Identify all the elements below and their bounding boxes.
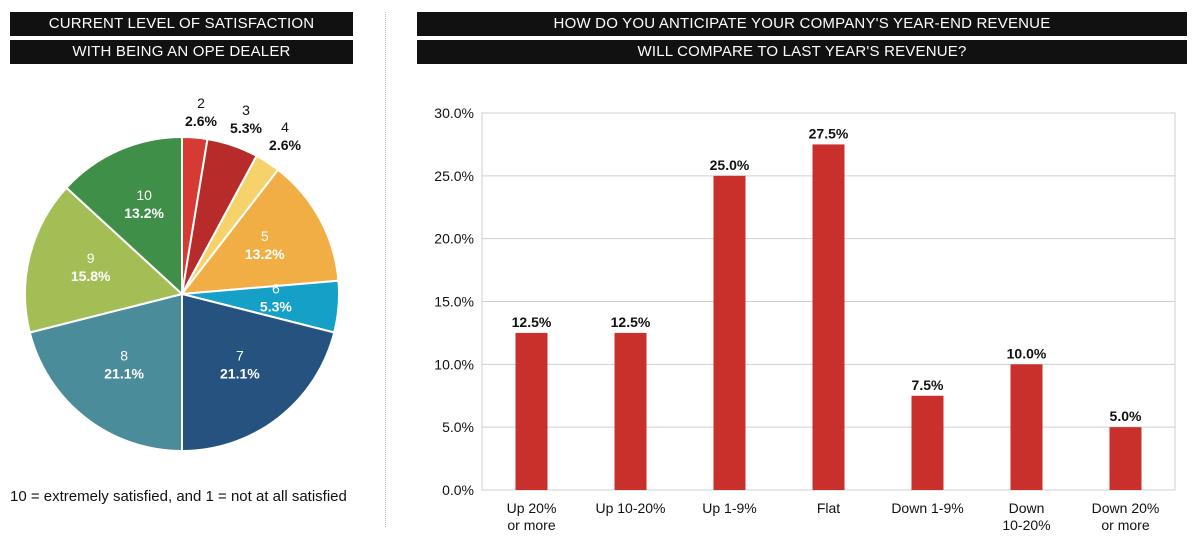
pie-slice-8 — [28, 292, 183, 453]
bar-5 — [1010, 364, 1043, 490]
bar-value-label: 7.5% — [912, 377, 944, 393]
y-tick-label: 5.0% — [442, 419, 474, 435]
x-category-label: 10-20% — [1002, 517, 1050, 533]
x-category-label: Flat — [817, 500, 840, 516]
pie-label-10: 10 — [136, 187, 152, 203]
bar-value-label: 25.0% — [710, 157, 750, 173]
pie-title-line1: CURRENT LEVEL OF SATISFACTION — [10, 12, 353, 36]
pie-value-9: 15.8% — [71, 268, 111, 284]
pie-label-9: 9 — [87, 250, 95, 266]
pie-label-5: 5 — [261, 228, 269, 244]
bar-value-label: 12.5% — [512, 314, 552, 330]
y-tick-label: 25.0% — [434, 168, 474, 184]
pie-value-6: 5.3% — [260, 299, 292, 315]
pie-value-3: 5.3% — [230, 120, 262, 136]
bar-3 — [812, 144, 845, 490]
pie-value-2: 2.6% — [185, 113, 217, 129]
bar-title-line1: HOW DO YOU ANTICIPATE YOUR COMPANY'S YEA… — [417, 12, 1187, 36]
x-category-label: or more — [1101, 517, 1149, 533]
x-category-label: Up 10-20% — [595, 500, 665, 516]
bar-value-label: 27.5% — [809, 125, 849, 141]
pie-label-2: 2 — [197, 95, 205, 111]
pie-chart: 2 2.6% 3 5.3% 4 2.6% 5 13.2% 6 5.3% 7 21.1% 8 21.1% 9 1… — [24, 95, 340, 453]
pie-value-7: 21.1% — [220, 365, 260, 381]
y-tick-label: 20.0% — [434, 231, 474, 247]
x-category-label: Down 20% — [1092, 500, 1160, 516]
pie-label-8: 8 — [120, 347, 128, 363]
x-category-label: Up 1-9% — [702, 500, 756, 516]
bar-2 — [713, 175, 746, 491]
pie-slice-7 — [181, 292, 336, 453]
panel-divider — [385, 12, 386, 527]
y-tick-label: 30.0% — [434, 105, 474, 121]
bar-value-label: 12.5% — [611, 314, 651, 330]
y-tick-label: 15.0% — [434, 294, 474, 310]
y-tick-label: 0.0% — [442, 482, 474, 498]
pie-value-8: 21.1% — [104, 365, 144, 381]
pie-label-4: 4 — [281, 119, 289, 135]
bar-4 — [911, 395, 944, 490]
x-category-label: Down 1-9% — [891, 500, 963, 516]
x-category-label: Up 20% — [507, 500, 557, 516]
pie-label-3: 3 — [242, 102, 250, 118]
bar-value-label: 5.0% — [1110, 408, 1142, 424]
pie-slice-5 — [179, 168, 340, 296]
bar-1 — [614, 332, 647, 490]
bar-0 — [515, 332, 548, 490]
pie-title-line2: WITH BEING AN OPE DEALER — [10, 40, 353, 64]
pie-slice-9 — [24, 186, 185, 334]
pie-label-6: 6 — [272, 281, 280, 297]
x-category-label: Down — [1009, 500, 1045, 516]
pie-footnote: 10 = extremely satisfied, and 1 = not at… — [10, 488, 347, 505]
bar-title-line2: WILL COMPARE TO LAST YEAR'S REVENUE? — [417, 40, 1187, 64]
bar-6 — [1109, 427, 1142, 490]
pie-label-7: 7 — [236, 347, 244, 363]
pie-value-5: 13.2% — [245, 246, 285, 262]
x-category-label: or more — [507, 517, 555, 533]
pie-slice-10 — [64, 135, 183, 297]
bar-value-label: 10.0% — [1007, 345, 1047, 361]
pie-value-4: 2.6% — [269, 137, 301, 153]
y-tick-label: 10.0% — [434, 356, 474, 372]
pie-value-10: 13.2% — [124, 205, 164, 221]
